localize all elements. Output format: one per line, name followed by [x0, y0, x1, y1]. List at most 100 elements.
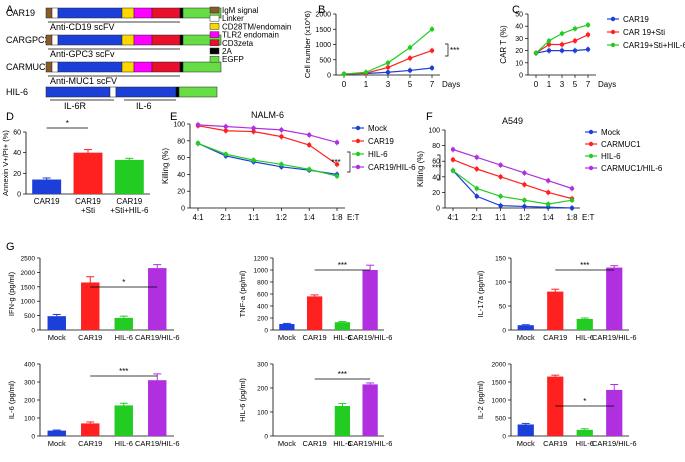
y-tick-label: 40: [515, 24, 523, 31]
category-label: HIL-6: [576, 333, 594, 342]
data-point: [522, 182, 527, 187]
data-point: [498, 174, 503, 179]
y-tick-label: 80: [432, 143, 440, 150]
category-label: HIL-6: [115, 439, 133, 448]
y-axis-label: IL-2 (pg/ml): [476, 380, 485, 419]
y-tick-label: 600: [257, 292, 268, 299]
construct-legend-label: IgM signal: [222, 6, 259, 15]
legend-label: CAR19+Sti+HIL-6: [623, 41, 685, 50]
y-tick-label: 800: [257, 280, 268, 287]
panel-G5: 0 100 200 300 HIL-6 (pg/ml) Mock CAR19 HIL-6CAR…: [238, 362, 392, 449]
construct-segment-cd3: [151, 34, 181, 46]
y-tick-label: 100: [428, 128, 440, 135]
construct-sublabel: IL-6R: [64, 101, 87, 111]
y-axis-label: TNF-a (pg/ml): [238, 270, 247, 317]
y-tick-label: 1000: [492, 398, 507, 405]
y-tick-label: 20: [13, 171, 21, 178]
legend-label: CAR19: [623, 15, 649, 24]
data-point: [341, 71, 347, 77]
legend-swatch: [209, 14, 220, 22]
data-point: [429, 27, 435, 32]
category-label: HIL-6: [333, 333, 351, 342]
legend-marker: [610, 29, 616, 35]
panel-G1: 0 500 1000 1500 2000 2500 IFN-g (pg/ml) Mock CAR…: [7, 256, 180, 343]
bar: [32, 179, 62, 194]
construct-segment-t2a: [179, 34, 184, 46]
x-tick-label: 1:1: [495, 213, 507, 222]
y-axis-label: IFN-g (pg/ml): [7, 271, 16, 316]
y-tick-label: 2500: [21, 256, 36, 263]
y-tick-label: 500: [24, 313, 35, 320]
data-point: [385, 70, 391, 75]
category-label: Mock: [517, 439, 535, 448]
construct-sublabel: IL-6: [136, 101, 152, 111]
y-tick-label: 0: [502, 328, 506, 335]
y-tick-label: 1500: [315, 27, 331, 34]
data-point: [251, 157, 256, 163]
y-axis-label: Annexin V+/PI+ (%): [1, 130, 10, 196]
data-point: [546, 201, 551, 207]
y-tick-label: 0: [31, 434, 35, 441]
category-label: CAR19: [116, 197, 142, 206]
y-axis-label: HIL-6 (pg/ml): [238, 378, 247, 422]
construct-segment-scfv: [57, 34, 123, 46]
x-axis-label: E:T: [347, 213, 360, 222]
y-tick-label: 80: [177, 138, 185, 145]
bar: [81, 423, 100, 436]
x-tick-label: 1:4: [304, 213, 316, 222]
bar: [334, 406, 351, 436]
panel-G3: 0 50 100 150 IL-17a (pg/ml) Mock CAR19 HIL-6CAR…: [476, 256, 637, 343]
category-label: CAR19: [543, 439, 567, 448]
category-label: CAR19: [78, 439, 102, 448]
construct-segment-tlr2: [133, 61, 153, 73]
data-point: [546, 178, 551, 183]
category-label: CAR19: [34, 197, 60, 206]
data-point: [195, 141, 201, 146]
y-tick-label: 100: [257, 410, 268, 417]
sig-annotation: *: [122, 278, 125, 287]
series-line: [197, 125, 338, 165]
data-point: [585, 22, 591, 28]
x-tick-label: 1:8: [331, 213, 343, 222]
bar: [547, 291, 564, 330]
category-label: CAR19/HIL-6: [348, 439, 393, 448]
x-axis-label: Days: [442, 80, 460, 89]
data-point: [572, 48, 578, 53]
construct-legend-label: EGFP: [222, 55, 244, 64]
y-tick-label: 0: [264, 434, 268, 441]
category-label: CAR19: [303, 333, 327, 342]
bar: [114, 159, 144, 194]
y-tick-label: 2000: [21, 270, 36, 277]
bar: [114, 317, 133, 330]
y-tick-label: 200: [257, 386, 268, 393]
legend-swatch: [209, 23, 220, 30]
data-point: [522, 170, 527, 176]
panel-F: 0 20 40 60 80 100 Killing (%) 4:1 2:1 1:1 1:2 1:4 1:…: [416, 116, 663, 222]
series-line: [452, 148, 573, 190]
x-tick-label: 5: [573, 80, 578, 89]
legend-label: Mock: [368, 124, 388, 133]
legend-label: CARMUC1/HIL-6: [601, 164, 663, 173]
x-axis-label: Days: [598, 80, 616, 89]
legend-marker: [610, 16, 616, 22]
panel-letter-C: C: [512, 4, 520, 16]
sig-annotation: ***: [119, 367, 128, 376]
sig-annotation: ***: [580, 261, 589, 270]
y-tick-label: 0: [519, 73, 523, 80]
construct-segment-il6: [115, 86, 177, 98]
construct-segment-t2a: [179, 61, 184, 73]
construct-segment-il6r: [45, 86, 111, 98]
category-label: Mock: [48, 439, 66, 448]
construct-name: HIL-6: [6, 87, 28, 97]
data-point: [385, 60, 391, 65]
data-point: [474, 155, 479, 160]
y-tick-label: 1500: [492, 380, 507, 387]
data-point: [572, 26, 578, 31]
data-point: [585, 47, 591, 52]
construct-segment-scfv: [57, 7, 123, 19]
bar: [362, 270, 378, 330]
construct-scfv-label: Anti-GPC3 scFv: [50, 49, 115, 59]
construct-segment-igm: [45, 34, 53, 46]
x-tick-label: 1: [547, 80, 552, 89]
